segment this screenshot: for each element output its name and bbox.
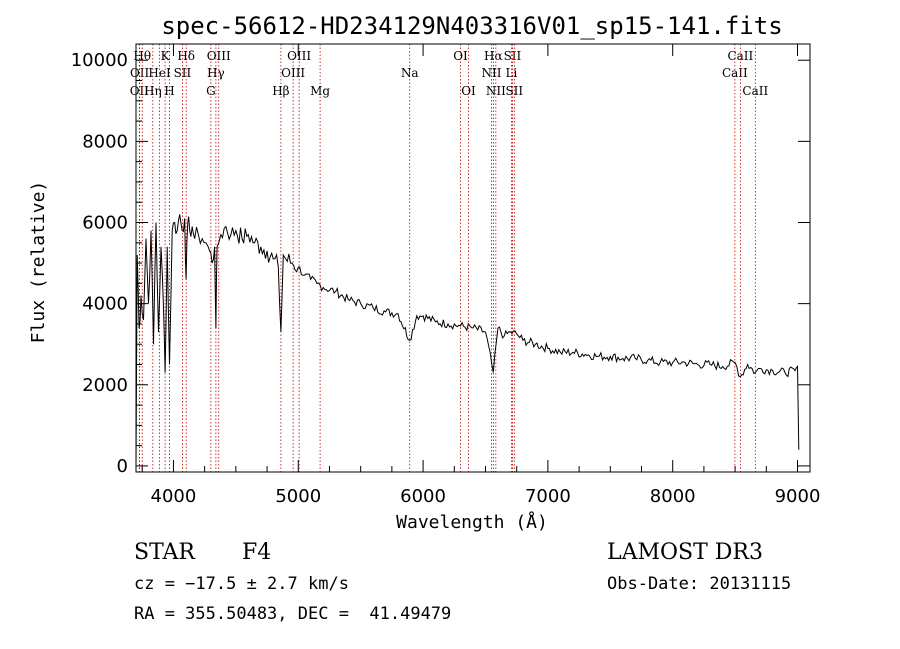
survey-label: LAMOST DR3 — [607, 540, 763, 565]
line-label-23: SII — [504, 49, 522, 63]
ra-dec: RA = 355.50483, DEC = 41.49479 — [134, 604, 452, 624]
x-tick-label-4: 8000 — [650, 486, 696, 507]
line-label-11: OIII — [207, 49, 231, 63]
line-label-21: NII — [486, 84, 506, 98]
line-label-2: Hθ — [133, 49, 151, 63]
y-tick-label-0: 0 — [117, 456, 128, 477]
line-label-4: HeI — [148, 66, 171, 80]
obs-date: Obs-Date: 20131115 — [607, 574, 792, 594]
y-tick-label-3: 6000 — [82, 213, 128, 234]
y-tick-label-4: 8000 — [82, 131, 128, 152]
object-subclass: F4 — [242, 540, 272, 565]
spectrum-line — [135, 214, 800, 466]
y-tick-label-2: 4000 — [82, 294, 128, 315]
line-label-3: Hη — [144, 84, 162, 98]
line-label-17: OI — [453, 49, 468, 63]
chart-title: spec-56612-HD234129N403316V01_sp15-141.f… — [161, 12, 782, 40]
x-tick-label-5: 9000 — [775, 486, 821, 507]
x-tick-label-1: 5000 — [275, 486, 321, 507]
line-label-13: OIII — [281, 66, 305, 80]
line-label-26: CaII — [727, 49, 753, 63]
y-tick-label-5: 10000 — [71, 50, 128, 71]
x-tick-label-3: 7000 — [525, 486, 571, 507]
line-label-10: Hγ — [207, 66, 225, 80]
line-label-18: OI — [461, 84, 476, 98]
line-label-5: K — [161, 49, 171, 63]
redshift-text: cz = −17.5 ± 2.7 km/s — [134, 574, 349, 594]
line-label-25: CaII — [722, 66, 748, 80]
x-tick-label-2: 6000 — [400, 486, 446, 507]
object-class: STAR — [134, 540, 195, 565]
x-axis-label: Wavelength (Å) — [396, 511, 548, 533]
line-label-19: NII — [481, 66, 501, 80]
line-label-16: Na — [401, 66, 419, 80]
line-label-9: G — [206, 84, 216, 98]
line-label-22: Li — [506, 66, 518, 80]
line-label-27: CaII — [742, 84, 768, 98]
line-label-6: H — [164, 84, 174, 98]
line-label-12: Hβ — [272, 84, 289, 98]
line-label-24: SII — [505, 84, 523, 98]
y-axis: 0 2000 4000 6000 8000 10000 — [71, 50, 810, 477]
line-label-14: OIII — [287, 49, 311, 63]
line-label-8: Hδ — [177, 49, 195, 63]
line-label-20: Hα — [484, 49, 503, 63]
plot-frame — [135, 43, 811, 473]
line-label-7: SII — [174, 66, 192, 80]
line-label-1: OII — [130, 66, 150, 80]
x-tick-label-0: 4000 — [151, 486, 197, 507]
line-label-15: Mg — [310, 84, 330, 98]
x-axis: 4000 5000 6000 7000 8000 9000 — [141, 44, 821, 507]
y-axis-label: Flux (relative) — [28, 181, 49, 344]
emission-lines: OIIOIIHθHηHeIKHSIIHδGHγOIIIHβOIIIOIIIMgN… — [130, 44, 768, 472]
y-tick-label-1: 2000 — [82, 375, 128, 396]
